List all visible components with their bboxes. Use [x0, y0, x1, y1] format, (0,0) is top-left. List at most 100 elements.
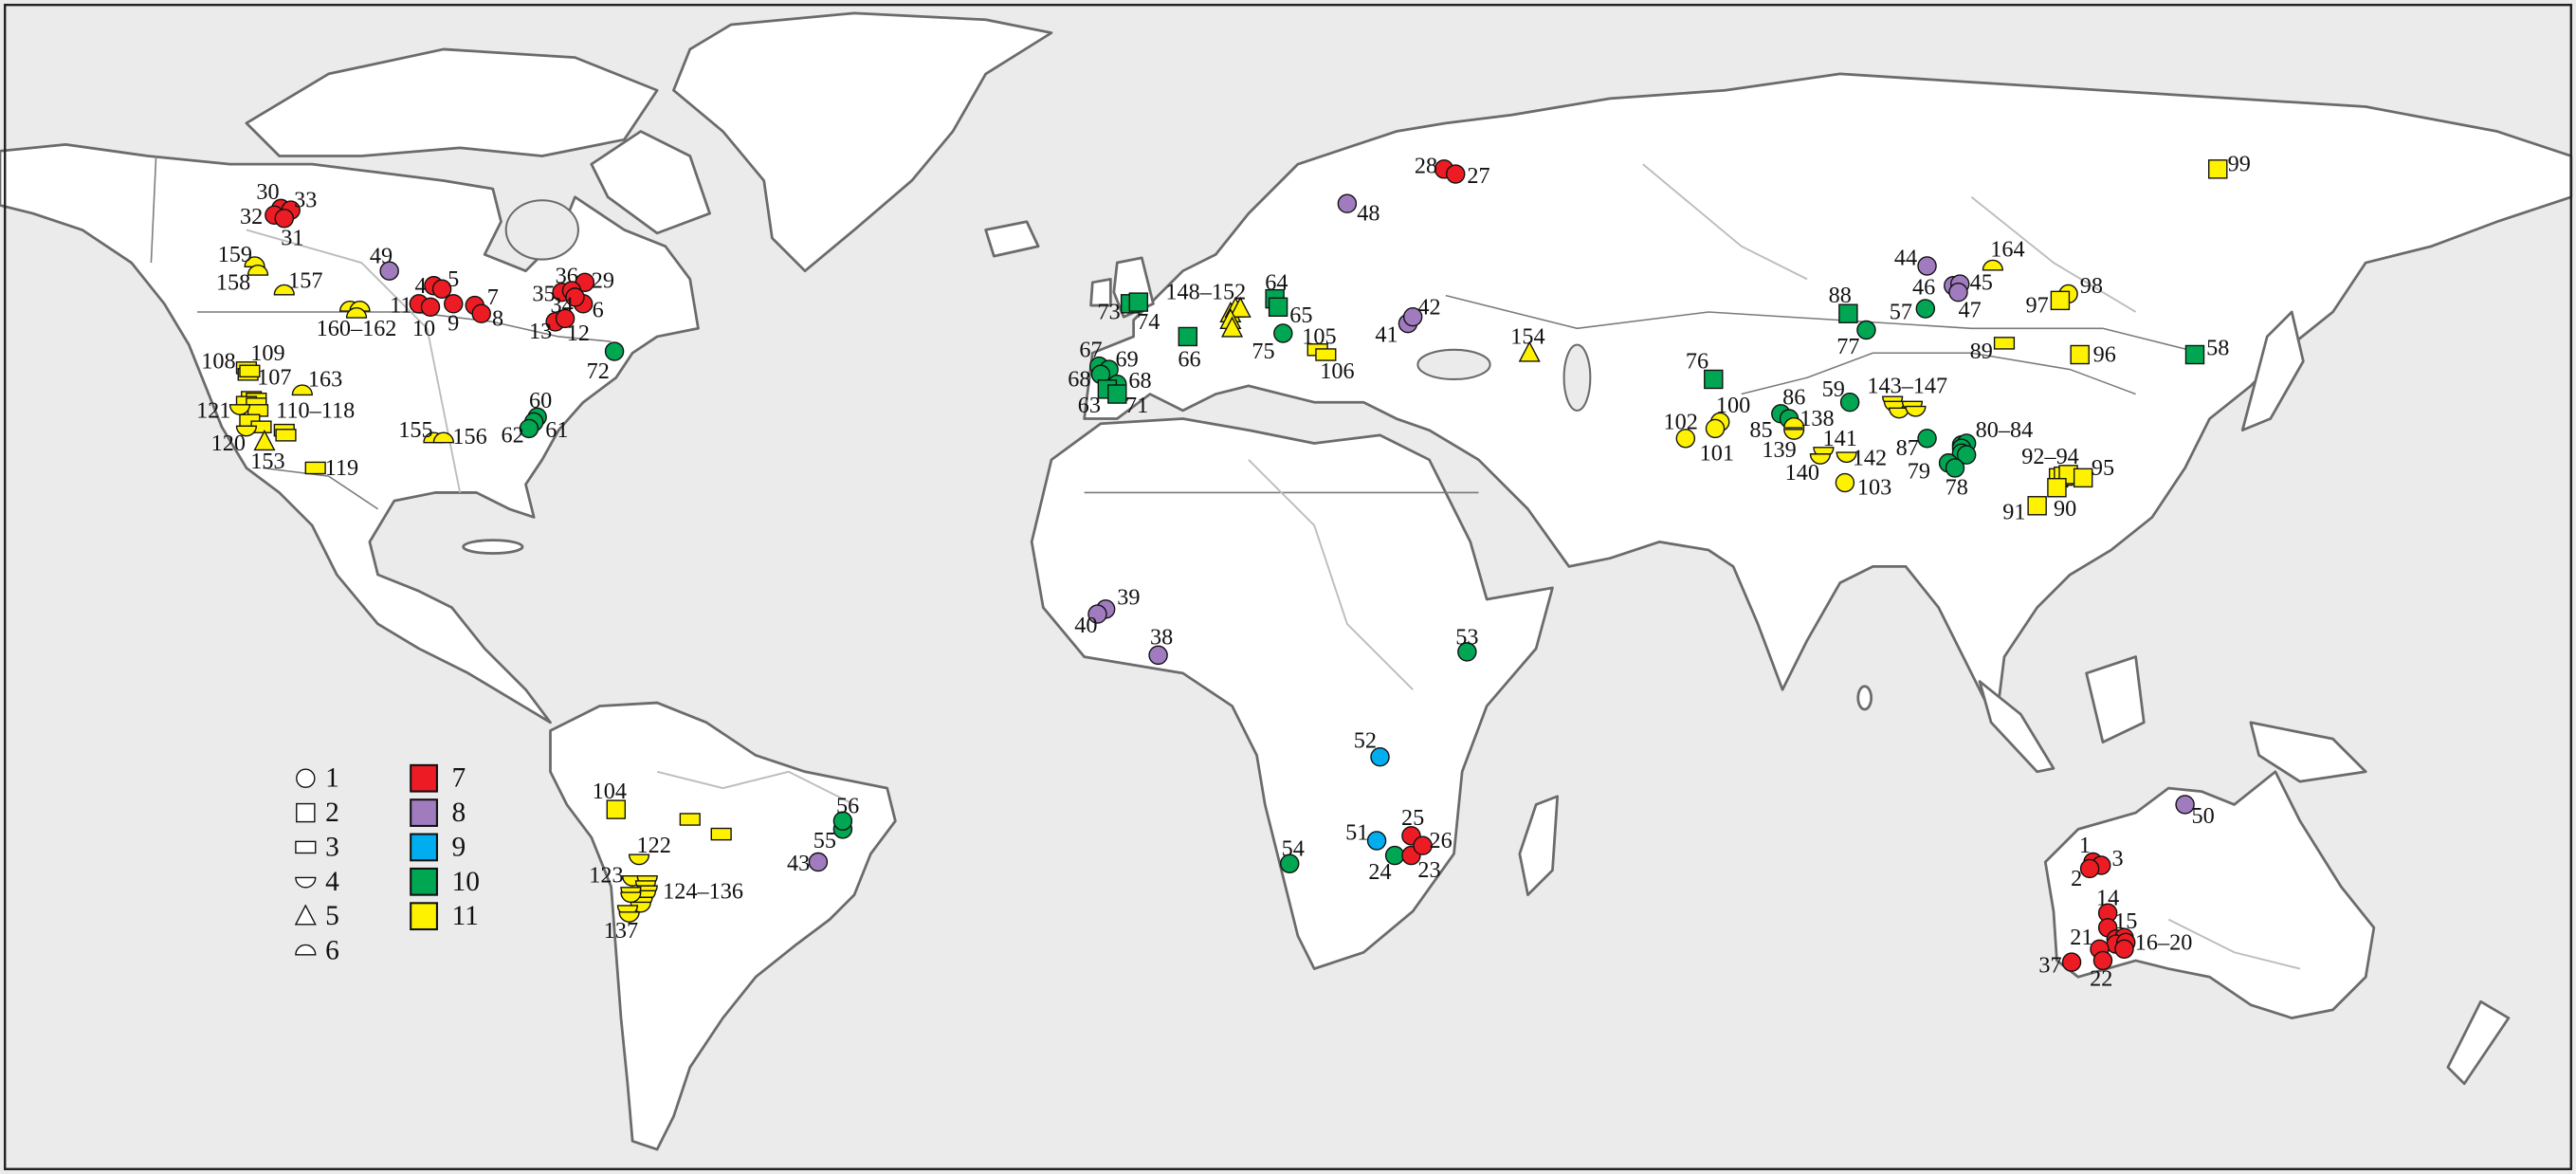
- site-label: 4: [415, 273, 427, 299]
- site-marker: [1839, 392, 1860, 413]
- site-marker: [1413, 835, 1433, 855]
- site-label: 164: [1990, 237, 2024, 263]
- river: [1642, 163, 1808, 281]
- site-label: 28: [1415, 153, 1437, 178]
- new-zealand: [2446, 1000, 2511, 1086]
- site-group: 40: [1074, 604, 1107, 638]
- site-label: 39: [1117, 585, 1140, 611]
- site-marker: [1268, 297, 1288, 318]
- legend-symbol-label: 4: [325, 867, 339, 897]
- site-group: [679, 813, 732, 841]
- site-marker: [471, 303, 491, 323]
- site-marker: [1457, 642, 1477, 662]
- site-label: 91: [2002, 500, 2025, 525]
- site-label: 103: [1857, 475, 1891, 501]
- site-label: 43: [787, 851, 810, 876]
- site-marker: [565, 287, 585, 307]
- site-marker: [2184, 344, 2205, 365]
- site-marker: [345, 307, 368, 319]
- site-group: 24: [1368, 845, 1405, 885]
- river: [656, 770, 855, 806]
- site-label: 74: [1137, 309, 1160, 335]
- site-label: 69: [1116, 347, 1139, 373]
- site-label: 98: [2080, 273, 2103, 299]
- site-group: 48: [1337, 193, 1380, 227]
- site-marker: [679, 813, 701, 826]
- site-group: 96: [2070, 342, 2116, 368]
- site-label: 51: [1345, 819, 1368, 845]
- site-group: 77: [1836, 320, 1876, 359]
- site-group: 104: [593, 779, 627, 819]
- site-label: 30: [256, 179, 279, 205]
- site-label: 123: [589, 862, 623, 888]
- site-group: 119: [304, 455, 358, 481]
- site-label: 137: [604, 918, 638, 944]
- site-group: 8: [471, 303, 503, 331]
- site-label: 38: [1150, 624, 1173, 650]
- site-group: 37: [2038, 952, 2082, 979]
- site-label: 88: [1829, 283, 1852, 308]
- site-marker: [628, 853, 650, 866]
- site-group: 110–118: [235, 391, 355, 442]
- site-label: 16–20: [2135, 929, 2193, 955]
- site-marker: [420, 297, 441, 318]
- site-marker: [1273, 323, 1293, 343]
- site-group: 101: [1700, 418, 1734, 466]
- site-label: 26: [1430, 828, 1452, 853]
- site-group: 62: [502, 418, 539, 448]
- site-marker: [274, 209, 294, 229]
- legend-color-swatch: [410, 798, 438, 827]
- legend-category-label: 10: [452, 867, 480, 897]
- legend-color-swatch: [410, 763, 438, 793]
- site-label: 44: [1894, 245, 1917, 270]
- site-label: 124–136: [663, 879, 743, 905]
- site-marker: [239, 364, 261, 378]
- black-sea: [1416, 348, 1491, 381]
- site-label: 153: [250, 449, 284, 474]
- site-label: 157: [288, 268, 322, 294]
- site-label: 108: [201, 348, 235, 374]
- site-marker: [431, 279, 452, 299]
- north-america: [0, 142, 700, 725]
- legend-color-swatch: [410, 867, 438, 896]
- site-label: 89: [1970, 339, 1993, 364]
- site-group: 139: [1762, 429, 1805, 463]
- site-group: 103: [1835, 472, 1891, 501]
- site-marker: [1087, 604, 1107, 624]
- site-marker: [1178, 326, 1198, 347]
- site-label: 32: [240, 204, 263, 229]
- site-label: 52: [1354, 727, 1377, 753]
- site-label: 24: [1368, 859, 1391, 885]
- site-label: 7: [487, 284, 499, 310]
- site-label: 11: [390, 293, 411, 319]
- legend-symbol-half-disc-up-icon: [295, 944, 317, 956]
- site-group: 148–152: [1165, 280, 1251, 338]
- site-label: 67: [1079, 337, 1102, 362]
- site-marker: [2070, 344, 2090, 365]
- site-label: 25: [1401, 805, 1424, 831]
- site-label: 47: [1958, 298, 1981, 323]
- site-marker: [235, 425, 258, 437]
- site-group: 10: [412, 297, 441, 341]
- site-marker: [2050, 290, 2071, 311]
- site-group: 75: [1251, 323, 1293, 364]
- us-mexico-border: [263, 467, 378, 510]
- site-marker: [2027, 496, 2047, 516]
- site-label: 109: [250, 340, 284, 366]
- legend-symbol-label: 3: [325, 832, 339, 862]
- legend-symbol-label: 5: [325, 901, 339, 931]
- site-group: 88: [1829, 283, 1858, 323]
- site-label: 110–118: [276, 397, 355, 423]
- site-label: 107: [257, 365, 291, 391]
- site-label: 121: [196, 397, 230, 423]
- site-label: 99: [2228, 152, 2251, 177]
- site-marker: [618, 911, 640, 923]
- site-group: 87: [1896, 429, 1937, 461]
- site-marker: [832, 811, 853, 831]
- legend-symbol-label: 6: [325, 936, 339, 966]
- site-label: 143–147: [1867, 373, 1947, 398]
- site-marker: [1948, 282, 1968, 303]
- site-marker: [1705, 418, 1726, 439]
- site-group: 34: [550, 287, 585, 319]
- site-label: 96: [2093, 342, 2116, 368]
